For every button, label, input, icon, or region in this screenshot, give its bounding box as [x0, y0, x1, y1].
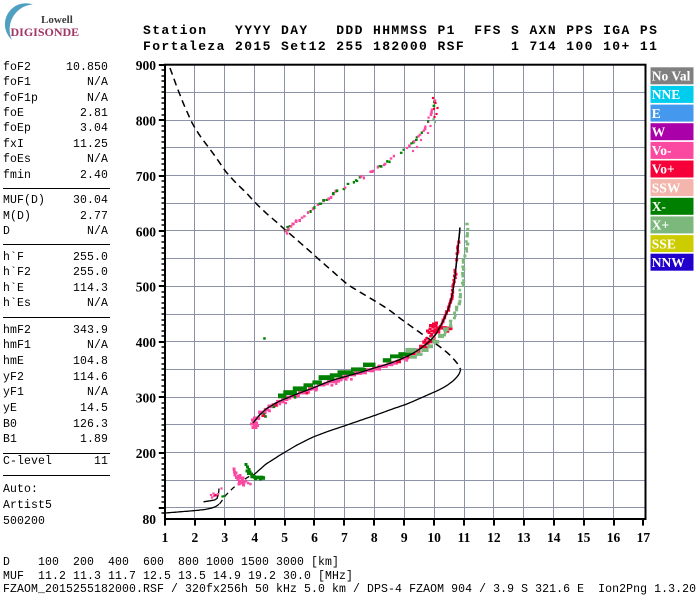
svg-text:7: 7	[341, 530, 348, 545]
svg-text:16: 16	[607, 530, 621, 545]
svg-text:900: 900	[136, 58, 157, 73]
svg-text:Vo-: Vo-	[652, 143, 672, 158]
svg-text:800: 800	[136, 114, 157, 129]
svg-text:13: 13	[517, 530, 531, 545]
svg-text:8: 8	[371, 530, 378, 545]
svg-text:700: 700	[136, 169, 157, 184]
svg-text:12: 12	[487, 530, 501, 545]
svg-text:200: 200	[136, 446, 157, 461]
svg-text:3: 3	[221, 530, 228, 545]
svg-text:SSW: SSW	[652, 180, 681, 195]
svg-text:W: W	[652, 124, 666, 139]
svg-text:Vo+: Vo+	[652, 162, 675, 177]
svg-text:6: 6	[311, 530, 318, 545]
svg-text:5: 5	[281, 530, 288, 545]
svg-text:NNW: NNW	[652, 255, 685, 270]
svg-text:No Val: No Val	[652, 69, 691, 84]
svg-text:400: 400	[136, 335, 157, 350]
svg-text:15: 15	[577, 530, 591, 545]
svg-text:SSE: SSE	[652, 236, 676, 251]
svg-text:X+: X+	[652, 218, 669, 233]
svg-text:600: 600	[136, 224, 157, 239]
svg-text:E: E	[652, 106, 661, 121]
svg-text:11: 11	[458, 530, 471, 545]
svg-text:14: 14	[547, 530, 561, 545]
svg-text:300: 300	[136, 391, 157, 406]
svg-text:9: 9	[401, 530, 408, 545]
svg-text:2: 2	[192, 530, 199, 545]
svg-text:500: 500	[136, 280, 157, 295]
svg-text:X-: X-	[652, 199, 666, 214]
svg-text:80: 80	[143, 512, 157, 527]
svg-text:NNE: NNE	[652, 87, 681, 102]
svg-text:4: 4	[251, 530, 258, 545]
svg-text:17: 17	[637, 530, 651, 545]
svg-text:10: 10	[427, 530, 441, 545]
svg-text:1: 1	[162, 530, 169, 545]
